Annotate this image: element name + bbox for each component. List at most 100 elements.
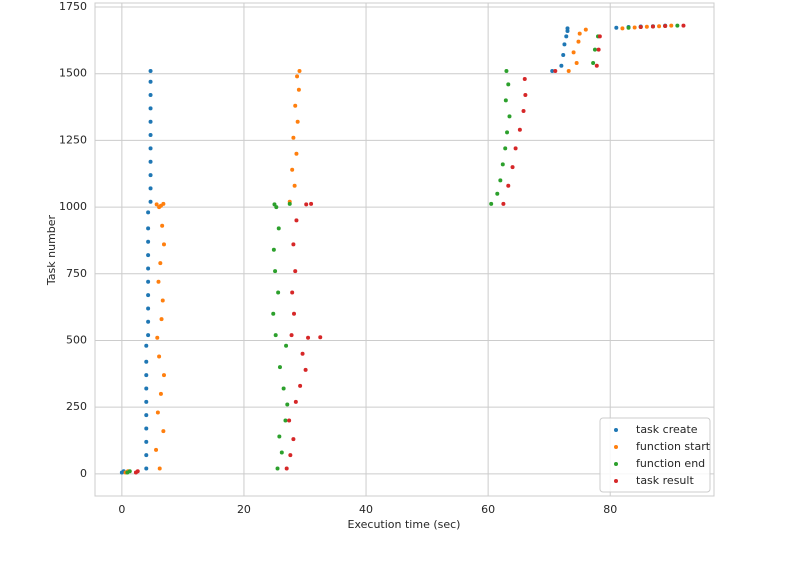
point (271, 311, 276, 316)
point (638, 25, 643, 30)
point (620, 26, 625, 31)
x-tick-label: 0 (118, 503, 125, 516)
point (592, 47, 597, 52)
point (564, 34, 569, 39)
legend-label: task result (636, 474, 694, 487)
y-tick-label: 1250 (59, 133, 87, 146)
y-tick-label: 500 (66, 333, 87, 346)
point (148, 199, 153, 204)
series (119, 23, 668, 475)
point (565, 26, 570, 31)
point (294, 151, 299, 156)
point (146, 306, 151, 311)
y-axis-label: Task number (45, 214, 58, 286)
point (657, 24, 662, 29)
plot-frame (94, 2, 715, 497)
point (272, 202, 277, 207)
point (583, 27, 588, 32)
point (148, 119, 153, 124)
point (288, 453, 293, 458)
point (297, 69, 302, 74)
point (157, 466, 162, 471)
point (506, 82, 511, 87)
point (157, 354, 162, 359)
point (287, 201, 292, 206)
point (594, 63, 599, 68)
point (293, 399, 298, 404)
point (291, 437, 296, 442)
point (161, 201, 166, 206)
point (148, 146, 153, 151)
point (309, 201, 314, 206)
point (276, 290, 281, 295)
point (498, 178, 503, 183)
point (144, 466, 149, 471)
point (495, 191, 500, 196)
point (298, 383, 303, 388)
point (300, 351, 305, 356)
point (161, 429, 166, 434)
point (306, 335, 311, 340)
point (522, 77, 527, 82)
point (284, 466, 289, 471)
point (503, 146, 508, 151)
point (596, 47, 601, 52)
point (290, 167, 295, 172)
legend-label: task create (636, 423, 698, 436)
point (158, 261, 163, 266)
point (296, 87, 301, 92)
point (562, 42, 567, 47)
point (644, 24, 649, 29)
point (154, 447, 159, 452)
point (148, 69, 153, 74)
point (501, 201, 506, 206)
point (503, 98, 508, 103)
point (559, 63, 564, 68)
point (574, 61, 579, 66)
point (144, 399, 149, 404)
point (160, 223, 165, 228)
point (295, 119, 300, 124)
point (284, 343, 289, 348)
point (161, 373, 166, 378)
point (148, 159, 153, 164)
point (277, 365, 282, 370)
legend-marker (614, 428, 618, 432)
point (146, 210, 151, 215)
point (597, 34, 602, 39)
point (292, 183, 297, 188)
point (290, 290, 295, 295)
point (681, 23, 686, 28)
point (148, 186, 153, 191)
point (523, 93, 528, 98)
point (285, 402, 290, 407)
point (146, 279, 151, 284)
point (146, 293, 151, 298)
point (135, 469, 140, 474)
y-tick-label: 0 (80, 467, 87, 480)
point (144, 426, 149, 431)
point (127, 469, 132, 474)
legend-label: function start (636, 440, 711, 453)
point (293, 103, 298, 108)
y-tick-label: 1750 (59, 0, 87, 13)
point (146, 333, 151, 338)
point (154, 202, 159, 207)
legend-label: function end (636, 457, 705, 470)
legend-marker (614, 445, 618, 449)
point (148, 133, 153, 138)
point (591, 61, 596, 66)
point (507, 114, 512, 119)
legend-marker (614, 479, 618, 483)
point (505, 130, 510, 135)
point (513, 146, 518, 151)
point (144, 453, 149, 458)
point (500, 162, 505, 167)
point (283, 418, 288, 423)
point (510, 165, 515, 170)
point (550, 69, 555, 74)
point (144, 439, 149, 444)
point (148, 93, 153, 98)
x-tick-label: 60 (481, 503, 495, 516)
